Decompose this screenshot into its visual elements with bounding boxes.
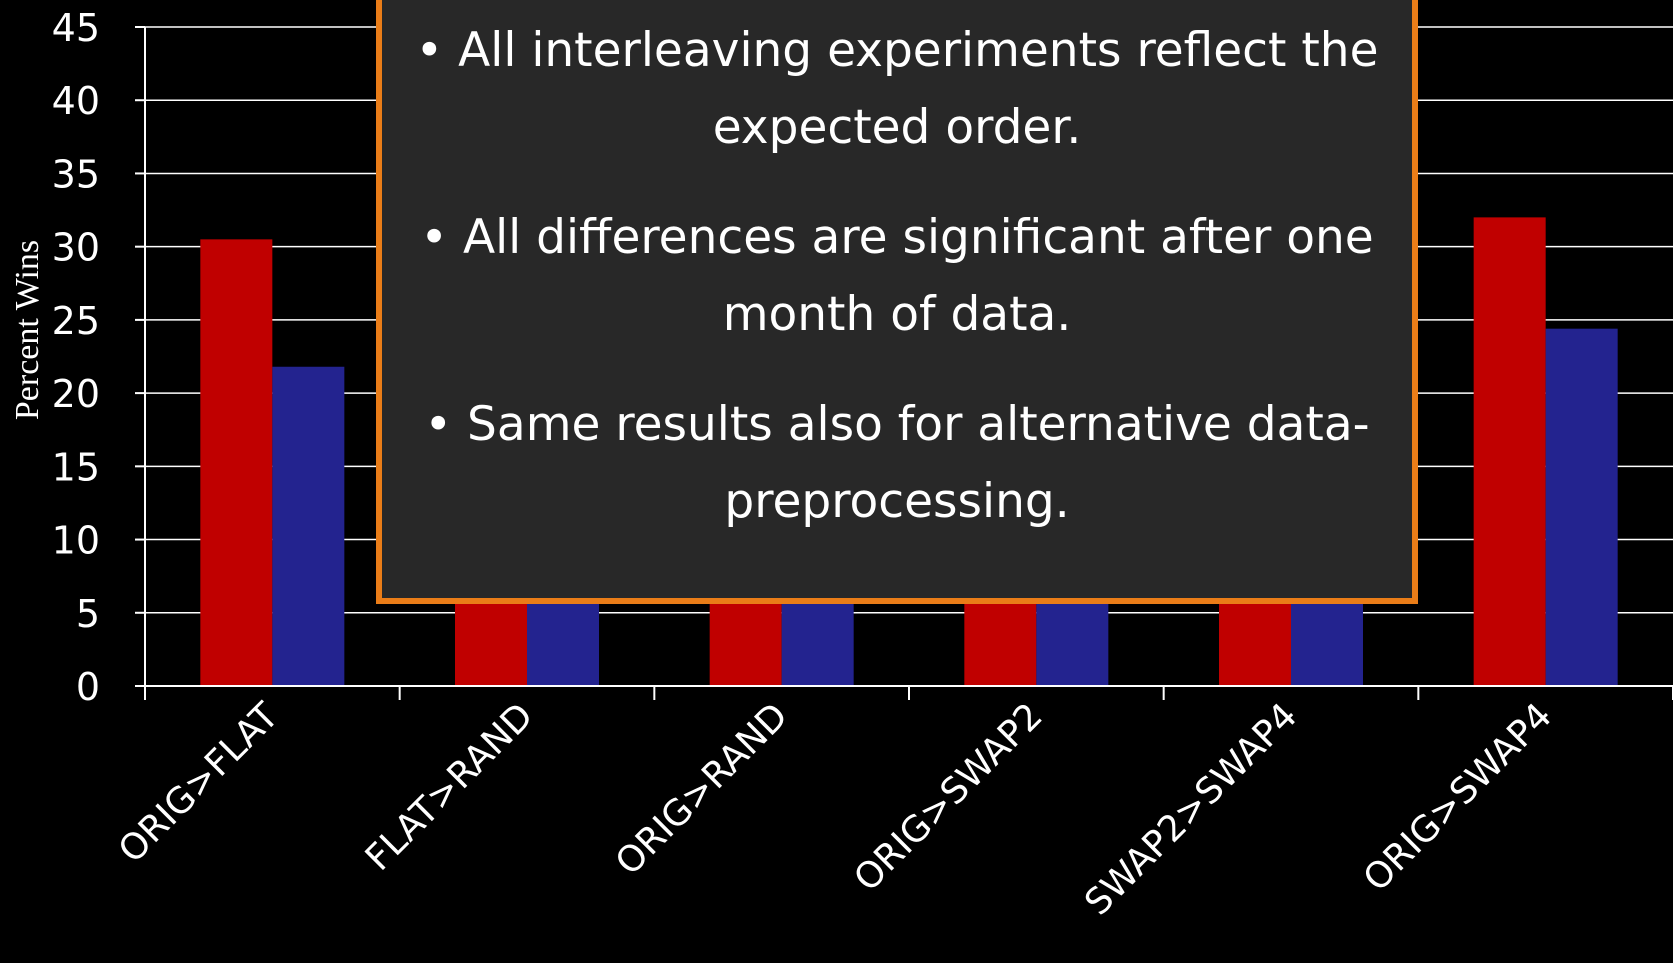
- bars-group: [200, 217, 1618, 686]
- y-tick-label: 45: [52, 6, 100, 50]
- y-tick-label: 10: [52, 519, 100, 563]
- axes: [135, 26, 1673, 700]
- x-category-label: ORIG>FLAT: [111, 695, 287, 871]
- x-category-label: FLAT>RAND: [358, 695, 541, 878]
- y-tick-label: 25: [52, 299, 100, 343]
- y-tick-label: 5: [76, 592, 100, 636]
- callout-bullet-3: • Same results also for alternative data…: [424, 397, 1370, 529]
- callout-bullet-2: • All differences are significant after …: [420, 210, 1374, 342]
- x-category-label: ORIG>SWAP2: [847, 695, 1051, 899]
- y-tick-label: 35: [52, 152, 100, 196]
- callout-box: • All interleaving experiments reflect t…: [376, 0, 1418, 604]
- y-tick-label: 20: [52, 372, 100, 416]
- y-tick-label: 40: [52, 79, 100, 123]
- bar: [1473, 217, 1546, 686]
- bar: [200, 239, 273, 686]
- bar: [1036, 590, 1109, 686]
- x-category-label: ORIG>SWAP4: [1356, 695, 1560, 899]
- y-tick-labels: 0 5 10 15 20 25 30 35 40 45: [52, 6, 100, 709]
- callout-bullet-1: • All interleaving experiments reflect t…: [415, 23, 1379, 155]
- y-tick-label: 0: [76, 665, 100, 709]
- bar: [272, 366, 345, 686]
- x-category-labels: ORIG>FLAT FLAT>RAND ORIG>RAND ORIG>SWAP2 SWA…: [111, 695, 1560, 924]
- bar: [1545, 328, 1618, 686]
- y-tick-label: 30: [52, 226, 100, 270]
- y-axis-label: Percent Wins: [9, 240, 46, 420]
- x-category-label: ORIG>RAND: [608, 695, 796, 883]
- y-tick-label: 15: [52, 445, 100, 489]
- x-category-label: SWAP2>SWAP4: [1077, 695, 1305, 923]
